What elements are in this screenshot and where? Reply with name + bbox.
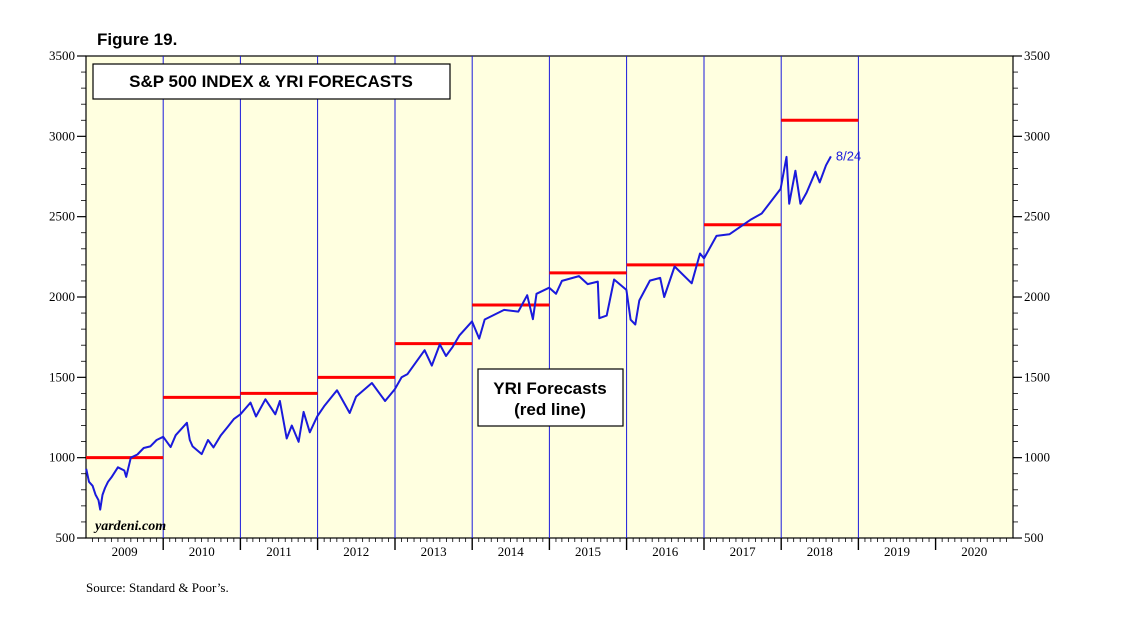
figure-label: Figure 19.	[97, 30, 177, 49]
x-axis: 2009 2010 2011 2012 2013 2014 2015 2016 2017 2018…	[92, 538, 1007, 559]
x-tick-label: 2010	[189, 544, 215, 559]
x-tick-label: 2017	[730, 544, 757, 559]
source-note: Source: Standard & Poor’s.	[86, 580, 229, 595]
right-tick-label: 3000	[1024, 128, 1050, 143]
x-tick-label: 2012	[343, 544, 369, 559]
left-tick-label: 3000	[49, 128, 75, 143]
right-tick-label: 1500	[1024, 369, 1050, 384]
left-tick-label: 500	[56, 530, 76, 545]
x-tick-label: 2009	[112, 544, 138, 559]
left-tick-label: 2000	[49, 289, 75, 304]
title-box: S&P 500 INDEX & YRI FORECASTS	[92, 63, 451, 100]
right-y-axis: 500 1000 1500 2000 2500 3000 3500	[1013, 48, 1050, 545]
left-tick-label: 2500	[49, 209, 75, 224]
x-tick-label: 2011	[266, 544, 292, 559]
annotation-line-2: (red line)	[514, 400, 586, 419]
right-tick-label: 500	[1024, 530, 1044, 545]
annotation-line-1: YRI Forecasts	[493, 379, 606, 398]
end-date-label: 8/24	[836, 148, 861, 163]
right-tick-label: 2500	[1024, 209, 1050, 224]
left-tick-label: 1000	[49, 450, 75, 465]
x-tick-label: 2019	[884, 544, 910, 559]
x-tick-label: 2015	[575, 544, 601, 559]
x-tick-label: 2013	[421, 544, 447, 559]
right-tick-label: 1000	[1024, 450, 1050, 465]
forecast-segments	[86, 118, 859, 460]
x-tick-label: 2018	[807, 544, 833, 559]
left-tick-label: 1500	[49, 369, 75, 384]
x-tick-label: 2020	[961, 544, 987, 559]
annotation-box: YRI Forecasts (red line)	[477, 368, 624, 427]
chart-title: S&P 500 INDEX & YRI FORECASTS	[129, 72, 413, 91]
right-tick-label: 2000	[1024, 289, 1050, 304]
left-tick-label: 3500	[49, 48, 75, 63]
watermark: yardeni.com	[93, 519, 166, 534]
x-tick-label: 2014	[498, 544, 525, 559]
right-tick-label: 3500	[1024, 48, 1050, 63]
sp500-index-line	[85, 155, 832, 511]
x-tick-label: 2016	[652, 544, 679, 559]
left-y-axis: 500 1000 1500 2000 2500 3000 3500	[49, 48, 86, 545]
